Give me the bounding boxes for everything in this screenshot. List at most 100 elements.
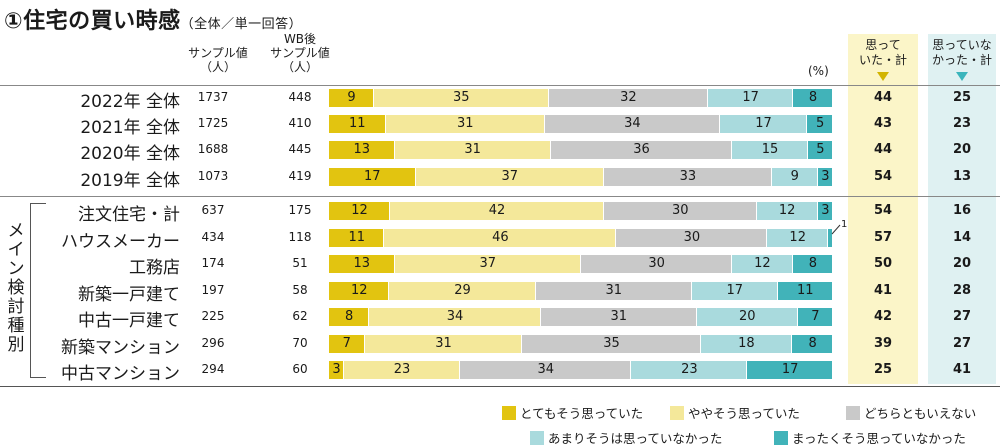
wb-sample-value: 419 — [288, 169, 312, 183]
not-thought-total-header-line2: かった・計 — [931, 53, 992, 67]
bar-segment-not-at-all — [792, 335, 833, 353]
bar-value-label: 13 — [353, 256, 371, 271]
wb-sample-value: 118 — [288, 230, 312, 244]
bar-value-label: 11 — [349, 116, 366, 131]
bar-value-label: 12 — [754, 256, 771, 271]
bar-value-label: 5 — [815, 116, 825, 131]
bar-value-label: 7 — [811, 309, 820, 324]
group-bracket — [30, 203, 46, 378]
wb-sample-value: 60 — [292, 362, 308, 376]
leader-line — [831, 224, 841, 235]
not-thought-total-value: 13 — [952, 169, 972, 184]
legend-swatch — [670, 406, 684, 420]
thought-total-column-highlight — [848, 34, 918, 384]
bar-segment-neutral — [550, 141, 733, 159]
sample-header-line2: （人） — [199, 60, 236, 74]
sample-value: 1073 — [197, 169, 229, 183]
bar-segment-very-much — [329, 141, 395, 159]
bar-value-label: 17 — [755, 116, 772, 131]
not-thought-total-value: 16 — [952, 203, 972, 218]
group-label-char: イ — [7, 240, 25, 260]
bar-segment-not-at-all — [793, 89, 833, 107]
bar-segment-not-at-all — [797, 308, 833, 326]
not-thought-total-value: 27 — [952, 309, 972, 324]
bar-segment-not-at-all — [817, 202, 833, 220]
bar-segment-somewhat — [384, 229, 617, 247]
bar-value-label: 32 — [620, 90, 637, 105]
bar-value-label: 35 — [603, 336, 620, 351]
bar-value-label: 8 — [808, 90, 818, 105]
not-thought-total-value: 25 — [952, 90, 972, 105]
bar-value-label: 34 — [537, 362, 554, 377]
bar-segment-not-at-all — [807, 141, 833, 159]
bar-value-label: 31 — [610, 309, 628, 324]
bar-segment-somewhat — [389, 282, 536, 300]
bar-segment-somewhat — [394, 141, 551, 159]
legend-swatch — [774, 431, 788, 445]
legend-label: まったくそう思っていなかった — [792, 431, 966, 446]
wb-sample-header-line2: サンプル値 — [270, 46, 330, 60]
bar-segment-neutral — [581, 255, 733, 273]
thought-total-value: 41 — [873, 283, 893, 298]
chart-title-main: ①住宅の買い時感 — [4, 9, 181, 34]
bar-value-label: 20 — [739, 309, 756, 324]
bar-segment-somewhat — [390, 202, 604, 220]
row-label: ハウスメーカー — [61, 232, 180, 252]
bar-segment-not-much — [708, 89, 794, 107]
legend-swatch — [530, 431, 544, 445]
bar-value-label: 7 — [342, 336, 351, 351]
not-thought-total-column-highlight — [928, 34, 996, 384]
sample-value: 1688 — [197, 142, 229, 156]
sample-value: 197 — [201, 283, 225, 297]
legend-item-not-at-all: まったくそう思っていなかった — [774, 428, 966, 447]
sample-value: 1725 — [197, 116, 229, 130]
bar-value-label: 34 — [446, 309, 464, 324]
wb-sample-header-line1: WB後 — [283, 32, 317, 46]
bar-value-label: 11 — [796, 283, 814, 298]
bar-value-label: 31 — [457, 116, 474, 131]
not-thought-total-value: 23 — [952, 116, 972, 131]
row-label: 中古一戸建て — [78, 311, 180, 331]
bar-value-label: 17 — [363, 169, 381, 184]
wb-sample-value: 448 — [288, 90, 312, 104]
thought-total-header: 思って いた・計 — [848, 38, 918, 68]
bar-segment-neutral — [603, 168, 772, 186]
thought-total-value: 43 — [873, 116, 893, 131]
bar-segment-not-much — [771, 168, 818, 186]
bar-value-label: 3 — [332, 362, 341, 377]
bar-value-label: 37 — [501, 169, 518, 184]
sample-value: 294 — [201, 362, 225, 376]
bar-value-label: 42 — [488, 203, 506, 218]
legend-label: とてもそう思っていた — [520, 406, 644, 421]
wb-sample-value: 62 — [292, 309, 308, 323]
thought-total-value: 25 — [873, 362, 893, 377]
bar-segment-somewhat — [369, 308, 541, 326]
bar-segment-not-much — [767, 229, 828, 247]
sample-value: 296 — [201, 336, 225, 350]
sample-value: 637 — [201, 203, 225, 217]
bar-value-label: 18 — [738, 336, 755, 351]
bar-value-label: 46 — [492, 230, 509, 245]
bar-segment-not-much — [700, 335, 793, 353]
bar-value-label: 37 — [479, 256, 497, 271]
legend-label: ややそう思っていた — [688, 406, 800, 421]
bar-segment-very-much — [329, 202, 391, 220]
legend-item-somewhat: ややそう思っていた — [670, 403, 800, 422]
bar-value-label: 12 — [351, 203, 368, 218]
bar-segment-very-much — [329, 115, 386, 133]
not-thought-total-value: 20 — [952, 256, 972, 271]
bar-value-label: 17 — [726, 283, 743, 298]
bar-value-label: 36 — [633, 142, 650, 157]
bar-segment-somewhat — [364, 335, 523, 353]
bar-value-label: 12 — [789, 230, 806, 245]
not-thought-total-value: 28 — [952, 283, 972, 298]
bar-value-label: 31 — [605, 283, 623, 298]
bar-segment-very-much — [329, 335, 365, 353]
bar-value-label-outside: 1 — [841, 219, 848, 230]
wb-sample-value: 445 — [288, 142, 312, 156]
bar-segment-neutral — [460, 361, 632, 379]
bar-segment-very-much — [329, 361, 345, 379]
bar-segment-not-at-all — [817, 168, 833, 186]
group-label-char: 別 — [7, 335, 25, 355]
row-label: 2022年 全体 — [80, 92, 180, 112]
